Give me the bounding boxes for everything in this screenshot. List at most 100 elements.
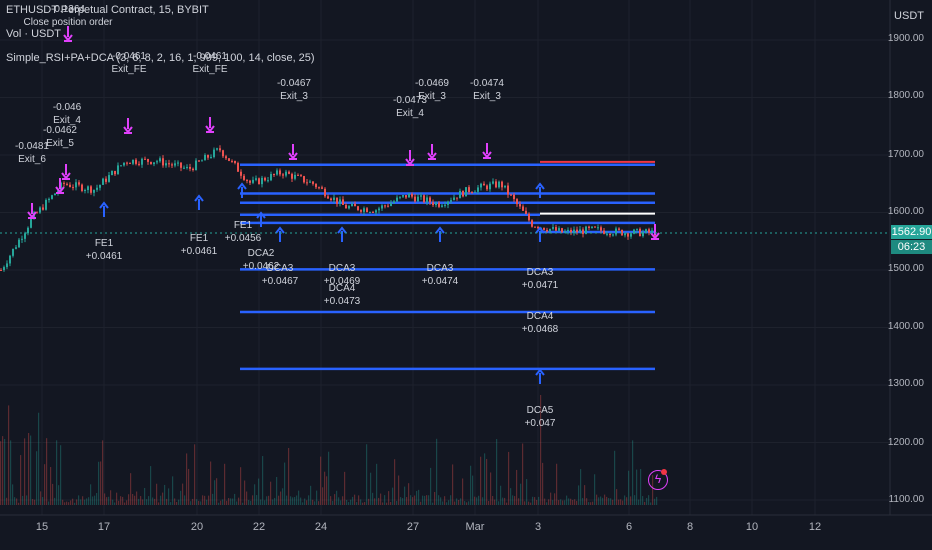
volume-bar — [96, 492, 98, 505]
bar-countdown: 06:23 — [891, 240, 932, 254]
volume-bar — [640, 469, 642, 505]
volume-bar — [372, 492, 374, 505]
candle-body — [252, 179, 254, 183]
volume-bar — [376, 463, 378, 505]
time-tick-mar: Mar — [465, 521, 485, 533]
exit-annotation-exit-3-b: -0.0469 Exit_3 — [415, 78, 449, 102]
candle-body — [75, 182, 77, 188]
indicator-legend[interactable]: Simple_RSI+PA+DCA (3, 6, 8, 2, 16, 1, 99… — [6, 52, 315, 64]
volume-bar — [380, 493, 382, 505]
volume-bar — [634, 495, 636, 505]
volume-bar — [224, 463, 226, 505]
exit-annotation-exit-5: -0.0462 Exit_5 — [43, 125, 77, 149]
volume-bar — [98, 461, 100, 505]
candle-body — [639, 228, 641, 237]
volume-bar — [440, 497, 442, 505]
volume-bar — [66, 501, 68, 505]
volume-bar — [548, 499, 550, 505]
entry-annotation-fe1-b: FE1 +0.0461 — [180, 233, 218, 257]
volume-bar — [238, 497, 240, 505]
volume-bar — [34, 499, 36, 505]
candle-body — [150, 161, 152, 165]
volume-bar — [276, 476, 278, 505]
volume-bar — [444, 496, 446, 505]
volume-bar — [404, 486, 406, 505]
volume-legend[interactable]: Vol · USDT — [6, 28, 62, 40]
entry-arrow-icon — [256, 211, 266, 227]
volume-bar — [536, 499, 538, 505]
volume-bar — [14, 497, 16, 505]
volume-bar — [328, 451, 330, 505]
symbol-legend[interactable]: ETHUSDT Perpetual Contract, 15, BYBIT — [6, 4, 209, 16]
candle-body — [507, 185, 509, 195]
candle-body — [606, 233, 608, 235]
candle-body — [453, 197, 455, 201]
candle-body — [255, 178, 257, 180]
volume-bar — [434, 491, 436, 505]
volume-bar — [204, 495, 206, 505]
volume-bar — [638, 499, 640, 505]
entry-arrow-icon — [194, 194, 204, 210]
volume-bar — [106, 497, 108, 505]
volume-bar — [446, 502, 448, 505]
volume-bar — [236, 501, 238, 505]
candle-body — [156, 161, 158, 163]
price-tick-1100: 1100.00 — [888, 494, 924, 505]
trade-arrows — [27, 26, 660, 384]
volume-bar — [160, 495, 162, 505]
volume-bar — [474, 496, 476, 505]
volume-bar — [436, 438, 438, 505]
volume-bar — [12, 484, 14, 505]
lightning-icon[interactable]: ϟ — [648, 470, 668, 490]
volume-bar — [336, 490, 338, 505]
candle-body — [27, 227, 29, 234]
volume-bar — [86, 498, 88, 505]
volume-bar — [242, 502, 244, 505]
volume-bar — [348, 502, 350, 505]
candle-body — [390, 202, 392, 207]
entry-annotation-fe1-a: FE1 +0.0461 — [85, 238, 123, 262]
price-tick-1700: 1700.00 — [887, 149, 924, 160]
volume-bar — [270, 481, 272, 505]
candle-body — [423, 195, 425, 203]
candle-body — [600, 227, 602, 231]
volume-bar — [198, 500, 200, 505]
entry-arrow-head — [337, 226, 347, 234]
volume-bar — [422, 495, 424, 505]
candle-body — [6, 263, 8, 268]
candle-body — [96, 187, 98, 190]
dca-level-lines — [240, 160, 655, 371]
volume-bar — [350, 499, 352, 505]
candle-body — [132, 159, 134, 164]
volume-bar — [460, 498, 462, 505]
volume-bar — [306, 500, 308, 505]
volume-bar — [560, 499, 562, 505]
candle-body — [120, 165, 122, 167]
volume-bar — [500, 485, 502, 505]
volume-bar — [402, 498, 404, 505]
volume-bar — [362, 502, 364, 505]
volume-bar — [452, 464, 454, 505]
volume-bar — [570, 498, 572, 505]
candle-body — [591, 226, 593, 228]
volume-bar — [432, 502, 434, 505]
candle-body — [87, 186, 89, 191]
volume-bar — [588, 502, 590, 505]
candle-body — [399, 196, 401, 198]
candle-body — [0, 270, 2, 271]
volume-bar — [244, 480, 246, 505]
entry-arrow-icon — [535, 182, 545, 198]
volume-bar — [356, 502, 358, 505]
candle-body — [231, 160, 233, 162]
candle-body — [69, 184, 71, 188]
volume-bar — [540, 395, 542, 505]
volume-bar — [602, 497, 604, 505]
volume-bar — [484, 453, 486, 505]
volume-bar — [78, 495, 80, 505]
candle-body — [465, 187, 467, 197]
volume-bar — [390, 501, 392, 505]
volume-bar — [442, 501, 444, 505]
entry-annotation-dca3-a: DCA3 +0.0467 — [261, 263, 299, 287]
candle-body — [15, 247, 17, 249]
